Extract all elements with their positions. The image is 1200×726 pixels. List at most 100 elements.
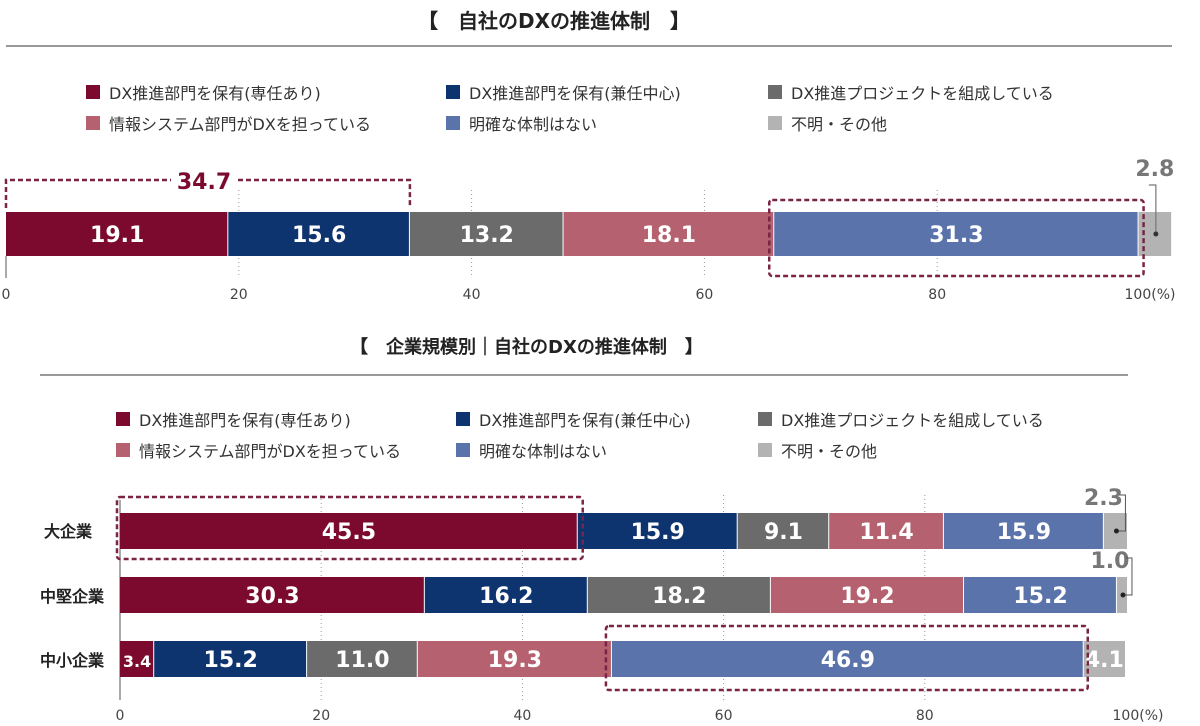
highlight-box-dx-dept [4, 178, 412, 208]
leader-dot [1120, 592, 1126, 598]
legend-swatch [758, 412, 772, 426]
legend-label: DX推進部門を保有(兼任中心) [479, 411, 691, 430]
legend-swatch [758, 443, 772, 457]
legend-label: DX推進プロジェクトを組成している [791, 84, 1054, 103]
segment-value-label: 15.9 [631, 520, 685, 545]
bar-segment [737, 513, 829, 549]
leader-dot [1153, 231, 1159, 237]
legend-item: DX推進プロジェクトを組成している [758, 407, 1058, 431]
segment-value-label: 30.3 [245, 584, 299, 609]
segment-value-label: 13.2 [460, 223, 514, 248]
segment-value-label: 16.2 [479, 584, 533, 609]
legend-swatch [86, 85, 100, 99]
segment-value-label: 19.3 [488, 648, 542, 673]
bar-segment [409, 212, 563, 256]
segment-value-label: 15.2 [204, 648, 258, 673]
segment-value-label: 11.4 [859, 520, 913, 545]
segment-value-label: 4.1 [1085, 648, 1124, 673]
bar-segment [587, 577, 770, 613]
x-tick-label: 60 [715, 708, 733, 724]
legend-item: 情報システム部門がDXを担っている [116, 438, 456, 462]
legend-label: 情報システム部門がDXを担っている [109, 115, 372, 134]
highlight-callout-value: 34.7 [177, 170, 231, 195]
bar-segment [120, 641, 154, 677]
legend-swatch [768, 85, 782, 99]
segment-value-label: 19.1 [90, 223, 144, 248]
legend-item: DX推進部門を保有(専任あり) [86, 80, 446, 104]
leader-line [1117, 494, 1126, 532]
x-tick-label: 40 [463, 287, 481, 303]
highlight-box-no-structure [767, 198, 1145, 278]
legend-item: 不明・その他 [758, 438, 1058, 462]
x-tick-label: 0 [2, 287, 11, 303]
bar-segment [774, 212, 1138, 256]
x-tick-label: 100(%) [1125, 287, 1176, 303]
bar-segment [424, 577, 587, 613]
legend-swatch [116, 443, 130, 457]
segment-value-label: 2.3 [1084, 486, 1123, 511]
leader-line [1123, 557, 1133, 596]
legend-item: 不明・その他 [768, 111, 1098, 135]
legend-label: 明確な体制はない [479, 442, 608, 461]
segment-value-label: 3.4 [123, 652, 151, 671]
segment-value-label: 9.1 [764, 520, 803, 545]
bar-segment [228, 212, 409, 256]
legend-overall: DX推進部門を保有(専任あり) DX推進部門を保有(兼任中心) DX推進プロジェクト… [86, 80, 1098, 135]
segment-value-label: 45.5 [322, 520, 376, 545]
legend-swatch [446, 85, 460, 99]
legend-label: DX推進部門を保有(専任あり) [109, 84, 321, 103]
category-label-large: 大企業 [44, 522, 93, 541]
segment-value-label: 11.0 [335, 648, 389, 673]
legend-by-size: DX推進部門を保有(専任あり) DX推進部門を保有(兼任中心) DX推進プロジェクト… [116, 407, 1058, 462]
legend-label: DX推進プロジェクトを組成している [781, 411, 1044, 430]
legend-label: DX推進部門を保有(専任あり) [139, 411, 351, 430]
x-tick-label: 100(%) [1113, 708, 1164, 724]
segment-value-label: 18.1 [642, 223, 696, 248]
category-label-small: 中小企業 [40, 651, 105, 670]
x-tick-label: 80 [916, 708, 934, 724]
legend-label: 情報システム部門がDXを担っている [139, 442, 402, 461]
bar-segment [417, 641, 611, 677]
x-tick-label: 20 [312, 708, 330, 724]
bar-segment [1083, 641, 1125, 677]
bar-segment [943, 513, 1103, 549]
legend-swatch [446, 116, 460, 130]
legend-label: DX推進部門を保有(兼任中心) [469, 84, 681, 103]
bar-segment [770, 577, 964, 613]
bar-segment [611, 641, 1083, 677]
legend-swatch [768, 116, 782, 130]
legend-item: 情報システム部門がDXを担っている [86, 111, 446, 135]
legend-swatch [456, 412, 470, 426]
legend-swatch [86, 116, 100, 130]
legend-label: 不明・その他 [791, 115, 888, 134]
x-tick-label: 80 [928, 287, 946, 303]
bar-segment [120, 577, 424, 613]
chart-title-by-size: 【 企業規模別｜自社のDXの推進体制 】 [350, 337, 703, 358]
segment-value-label: 15.6 [292, 223, 346, 248]
x-tick-label: 60 [695, 287, 713, 303]
bar-segment [829, 513, 943, 549]
x-tick-label: 40 [513, 708, 531, 724]
leader-line [1148, 184, 1157, 234]
bar-segment [307, 641, 417, 677]
segment-value-label: 2.8 [1135, 157, 1174, 182]
legend-item: DX推進プロジェクトを組成している [768, 80, 1098, 104]
segment-value-label: 1.0 [1090, 549, 1129, 574]
bar-segment [577, 513, 737, 549]
highlight-box-small-no-structure [604, 624, 1089, 692]
x-tick-label: 20 [230, 287, 248, 303]
leader-dot [1113, 528, 1119, 534]
segment-value-label: 46.9 [821, 648, 875, 673]
legend-item: 明確な体制はない [446, 111, 768, 135]
bar-segment [6, 212, 228, 256]
chart-title-overall: 【 自社のDXの推進体制 】 [418, 9, 691, 33]
legend-swatch [456, 443, 470, 457]
segment-value-label: 15.9 [997, 520, 1051, 545]
category-label-midsize: 中堅企業 [40, 587, 105, 606]
x-tick-label: 0 [116, 708, 125, 724]
legend-item: 明確な体制はない [456, 438, 758, 462]
legend-label: 不明・その他 [781, 442, 878, 461]
bar-segment [154, 641, 307, 677]
